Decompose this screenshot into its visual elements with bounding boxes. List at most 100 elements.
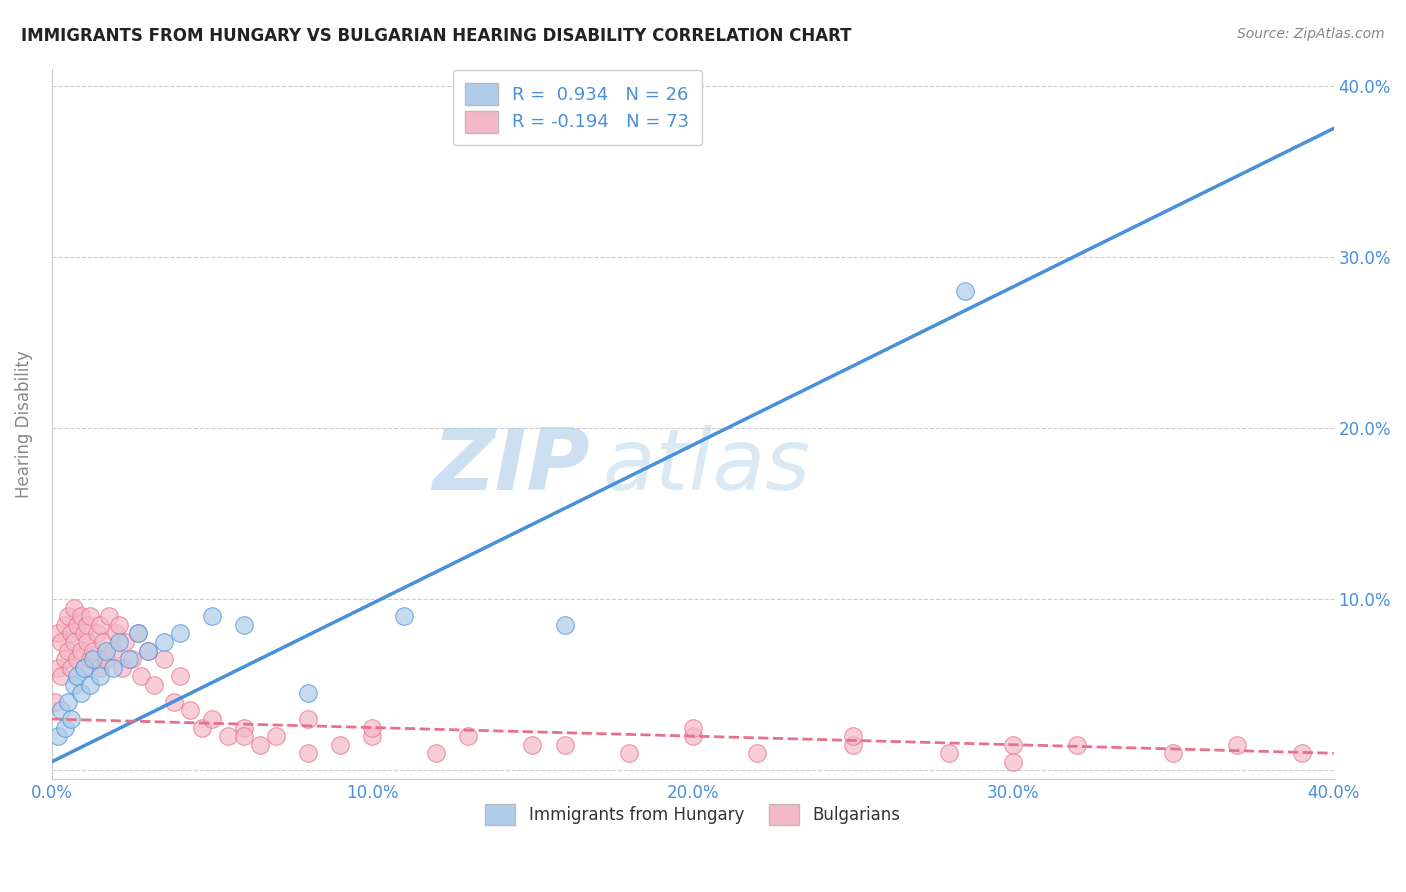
Point [44,695,66,709]
Point [108,635,131,649]
Point [297,712,319,726]
Point [127,626,149,640]
Point [425,746,447,760]
Point [953,284,976,298]
Point [66,652,89,666]
Text: IMMIGRANTS FROM HUNGARY VS BULGARIAN HEARING DISABILITY CORRELATION CHART: IMMIGRANTS FROM HUNGARY VS BULGARIAN HEA… [21,27,852,45]
Point [86,626,108,640]
Point [617,746,640,760]
Point [201,609,224,624]
Text: atlas: atlas [603,425,811,508]
Point [329,738,352,752]
Point [553,618,575,632]
Point [46,626,69,640]
Point [73,660,96,674]
Point [69,643,91,657]
Point [131,669,153,683]
Point [169,626,191,640]
Y-axis label: Hearing Disability: Hearing Disability [15,350,32,498]
Point [361,721,384,735]
Point [745,746,768,760]
Point [297,686,319,700]
Point [46,729,69,743]
Text: ZIP: ZIP [433,425,591,508]
Point [56,609,79,624]
Legend: Immigrants from Hungary, Bulgarians: Immigrants from Hungary, Bulgarians [475,794,910,835]
Point [682,721,704,735]
Point [169,669,191,683]
Point [63,678,86,692]
Point [153,635,176,649]
Point [842,738,865,752]
Point [82,643,104,657]
Point [56,643,79,657]
Point [114,635,136,649]
Point [136,643,159,657]
Point [66,669,89,683]
Point [394,609,416,624]
Point [522,738,544,752]
Point [104,626,127,640]
Point [233,721,256,735]
Point [69,686,91,700]
Point [53,721,76,735]
Point [59,712,82,726]
Point [79,609,101,624]
Point [53,652,76,666]
Point [89,669,111,683]
Text: Source: ZipAtlas.com: Source: ZipAtlas.com [1237,27,1385,41]
Point [233,729,256,743]
Point [201,712,224,726]
Point [217,729,239,743]
Point [153,652,176,666]
Point [108,618,131,632]
Point [76,618,98,632]
Point [89,660,111,674]
Point [96,652,118,666]
Point [1002,755,1025,769]
Point [79,678,101,692]
Point [264,729,287,743]
Point [297,746,319,760]
Point [938,746,960,760]
Point [56,695,79,709]
Point [1066,738,1088,752]
Point [53,618,76,632]
Point [457,729,479,743]
Point [63,600,86,615]
Point [136,643,159,657]
Point [111,660,134,674]
Point [191,721,214,735]
Point [46,660,69,674]
Point [51,703,73,717]
Point [233,618,256,632]
Point [179,703,201,717]
Point [361,729,384,743]
Point [96,643,118,657]
Point [73,660,96,674]
Point [89,618,111,632]
Point [98,609,121,624]
Point [91,635,114,649]
Point [1163,746,1185,760]
Point [59,626,82,640]
Point [101,660,124,674]
Point [842,729,865,743]
Point [118,652,141,666]
Point [73,626,96,640]
Point [1226,738,1249,752]
Point [66,618,89,632]
Point [63,635,86,649]
Point [249,738,271,752]
Point [59,660,82,674]
Point [101,643,124,657]
Point [553,738,575,752]
Point [143,678,166,692]
Point [76,635,98,649]
Point [682,729,704,743]
Point [69,609,91,624]
Point [1291,746,1313,760]
Point [51,669,73,683]
Point [79,652,101,666]
Point [1002,738,1025,752]
